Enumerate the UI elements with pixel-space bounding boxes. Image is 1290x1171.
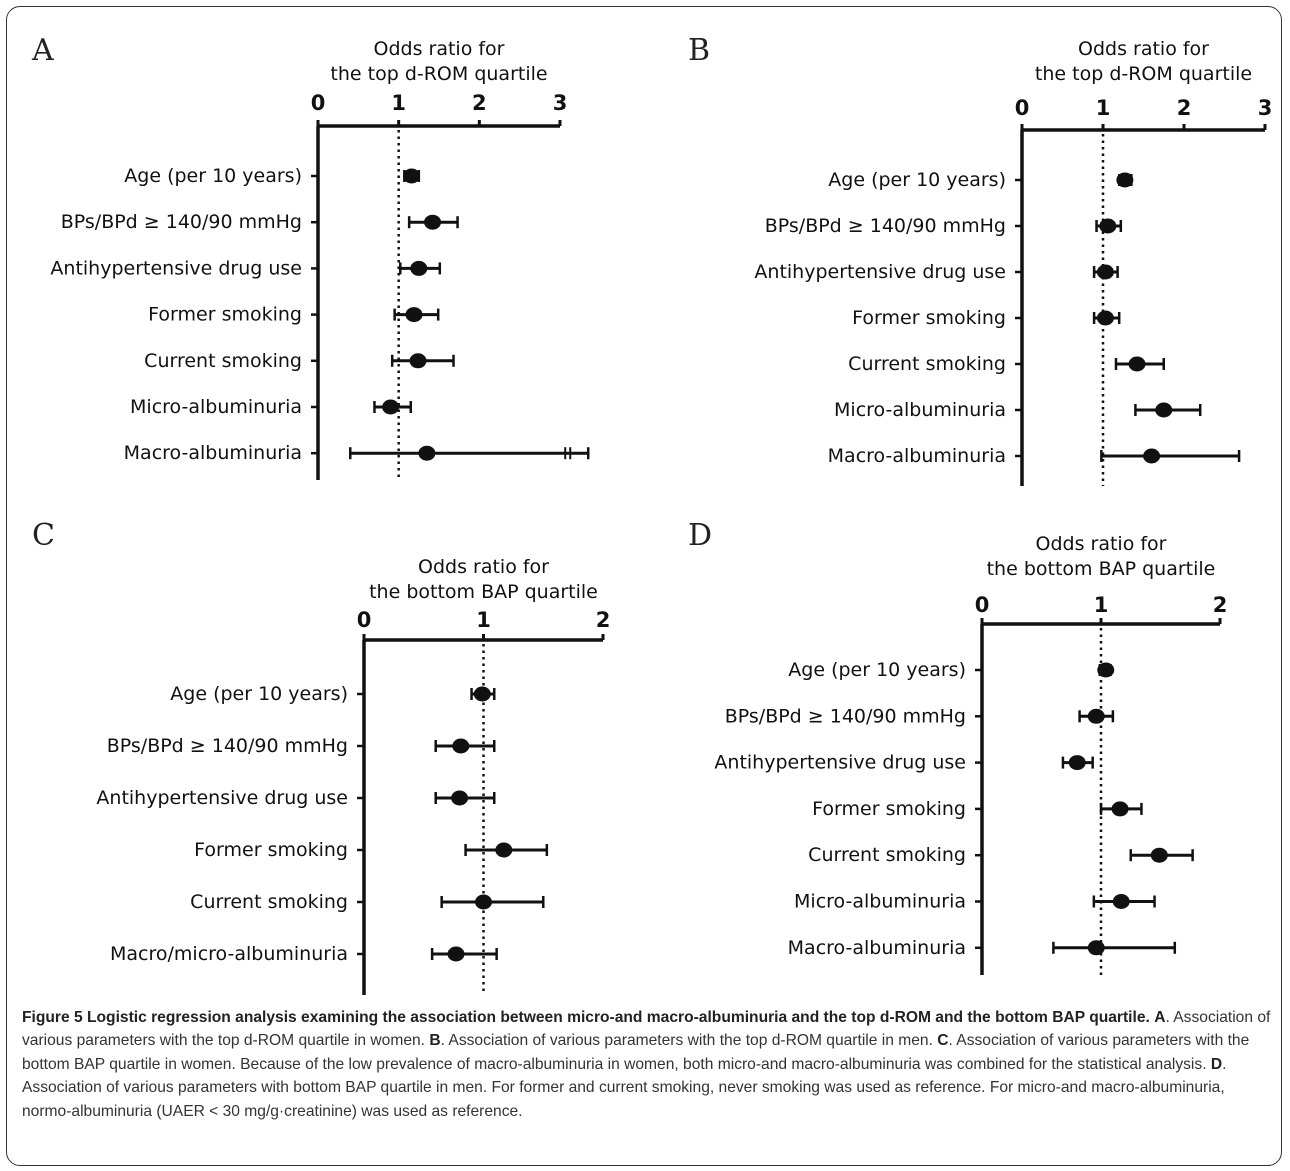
- category-label: Age (per 10 years): [788, 659, 966, 681]
- category-label: Micro-albuminuria: [130, 396, 302, 418]
- category-label: BPs/BPd ≥ 140/90 mmHg: [61, 211, 302, 233]
- axis-title-line-1: Odds ratio for: [1078, 38, 1209, 60]
- category-label: Current smoking: [848, 353, 1006, 375]
- category-label: BPs/BPd ≥ 140/90 mmHg: [107, 735, 348, 757]
- category-label: Macro-albuminuria: [828, 445, 1006, 467]
- odds-ratio-point: [382, 399, 400, 415]
- odds-ratio-point: [1097, 662, 1115, 678]
- odds-ratio-point: [418, 445, 436, 461]
- caption-label-a: A: [1154, 1009, 1166, 1026]
- odds-ratio-point: [1116, 172, 1134, 188]
- category-label: Former smoking: [812, 798, 966, 820]
- x-tick-label: 1: [476, 608, 491, 632]
- axis-title-line-1: Odds ratio for: [1036, 533, 1167, 555]
- panel-letter-c: C: [32, 518, 55, 553]
- category-label: Age (per 10 years): [170, 683, 348, 705]
- caption-label-b: B: [429, 1032, 441, 1050]
- panel-letter-a: A: [31, 33, 54, 68]
- odds-ratio-point: [1155, 402, 1173, 418]
- axis-title-line-2: the bottom BAP quartile: [987, 558, 1216, 580]
- panel-c: C Odds ratio for the bottom BAP quartile 0 1…: [32, 518, 610, 995]
- category-label: Former smoking: [852, 307, 1006, 329]
- odds-ratio-point: [409, 353, 427, 369]
- axis-title-line-1: Odds ratio for: [418, 556, 549, 578]
- odds-ratio-point: [1068, 755, 1086, 771]
- category-label: Former smoking: [148, 304, 302, 326]
- figure-caption: Figure 5 Logistic regression analysis ex…: [22, 1006, 1272, 1123]
- category-label: Antihypertensive drug use: [96, 787, 348, 809]
- category-label: BPs/BPd ≥ 140/90 mmHg: [765, 215, 1006, 237]
- caption-text-d: . Association of various parameters with…: [22, 1055, 1227, 1120]
- x-tick-label: 0: [1015, 96, 1030, 120]
- caption-label-c: C: [937, 1032, 949, 1050]
- odds-ratio-point: [424, 214, 442, 230]
- odds-ratio-point: [1150, 847, 1168, 863]
- caption-label-d: D: [1210, 1055, 1223, 1073]
- x-tick-label: 1: [1094, 593, 1109, 617]
- odds-ratio-point: [1111, 801, 1129, 817]
- odds-ratio-point: [1112, 894, 1130, 909]
- axis-title-line-1: Odds ratio for: [374, 38, 505, 60]
- category-label: Micro-albuminuria: [794, 891, 966, 913]
- odds-ratio-point: [452, 738, 470, 754]
- x-tick-label: 2: [596, 608, 611, 632]
- x-tick-label: 0: [311, 91, 326, 115]
- odds-ratio-point: [1096, 264, 1114, 280]
- odds-ratio-point: [475, 894, 492, 910]
- x-tick-label: 1: [391, 91, 406, 115]
- odds-ratio-point: [473, 686, 491, 702]
- odds-ratio-point: [1143, 448, 1161, 464]
- category-label: Former smoking: [194, 839, 348, 861]
- odds-ratio-point: [403, 168, 421, 184]
- category-label: BPs/BPd ≥ 140/90 mmHg: [725, 705, 966, 727]
- odds-ratio-point: [405, 307, 423, 323]
- odds-ratio-point: [1087, 940, 1105, 956]
- axis-title-line-2: the top d-ROM quartile: [1035, 63, 1252, 85]
- category-label: Micro-albuminuria: [834, 399, 1006, 421]
- odds-ratio-point: [1096, 310, 1114, 326]
- odds-ratio-point: [451, 790, 469, 806]
- category-label: Current smoking: [808, 844, 966, 866]
- category-label: Macro/micro-albuminuria: [110, 943, 348, 965]
- odds-ratio-point: [1087, 708, 1105, 724]
- panel-letter-d: D: [688, 518, 712, 553]
- x-tick-label: 3: [1258, 96, 1273, 120]
- category-label: Antihypertensive drug use: [754, 261, 1006, 283]
- odds-ratio-point: [1099, 218, 1117, 234]
- odds-ratio-point: [447, 946, 465, 962]
- x-tick-label: 0: [357, 608, 372, 632]
- axis-title-line-2: the bottom BAP quartile: [369, 581, 598, 603]
- category-label: Macro-albuminuria: [124, 442, 302, 464]
- category-label: Age (per 10 years): [828, 169, 1006, 191]
- x-tick-label: 1: [1096, 96, 1111, 120]
- x-tick-label: 3: [553, 91, 568, 115]
- category-label: Macro-albuminuria: [788, 937, 966, 959]
- odds-ratio-point: [1128, 356, 1146, 372]
- panel-d: D Odds ratio for the bottom BAP quartile 0 1…: [688, 518, 1227, 975]
- category-label: Current smoking: [144, 350, 302, 372]
- axis-title-line-2: the top d-ROM quartile: [330, 63, 547, 85]
- category-label: Age (per 10 years): [124, 165, 302, 187]
- x-tick-label: 0: [975, 593, 990, 617]
- category-label: Current smoking: [190, 891, 348, 913]
- caption-text-c: . Association of various parameters with…: [22, 1032, 1250, 1073]
- odds-ratio-point: [410, 260, 428, 276]
- caption-title: Figure 5 Logistic regression analysis ex…: [22, 1009, 1150, 1026]
- odds-ratio-point: [495, 842, 513, 858]
- panel-letter-b: B: [688, 33, 710, 68]
- figure-frame: [6, 6, 1282, 1166]
- caption-text-b: . Association of various parameters with…: [440, 1032, 938, 1050]
- x-tick-label: 2: [1213, 593, 1228, 617]
- x-tick-label: 2: [472, 91, 487, 115]
- x-tick-label: 2: [1177, 96, 1192, 120]
- category-label: Antihypertensive drug use: [714, 752, 966, 774]
- category-label: Antihypertensive drug use: [50, 257, 302, 279]
- caption-text-a: . Association of various parameters with…: [22, 1009, 1271, 1050]
